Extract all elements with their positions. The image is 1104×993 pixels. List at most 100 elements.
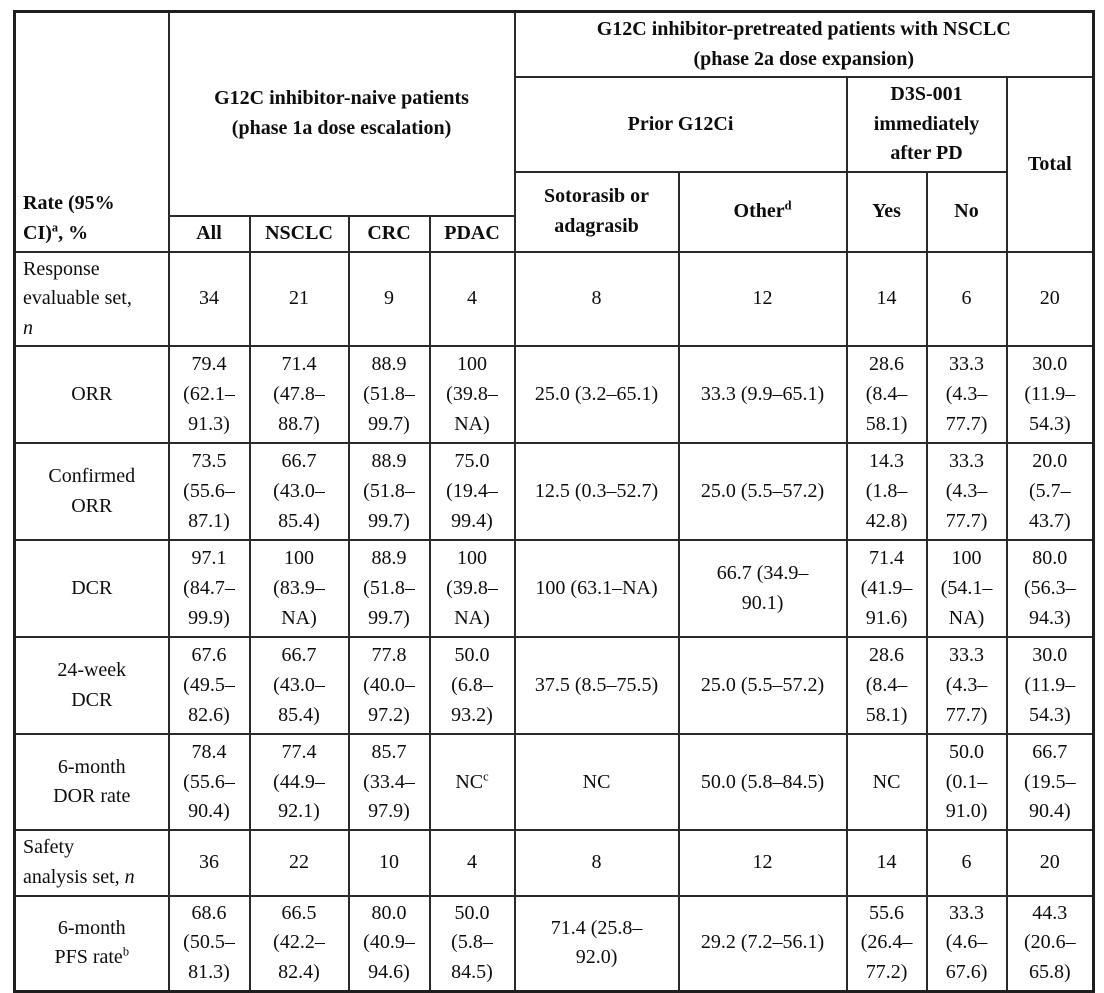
data-cell: 100 (39.8– NA) [428, 539, 516, 639]
data-cell: 14 [845, 250, 928, 348]
data-cell: 6 [925, 829, 1008, 897]
data-cell: 20.0 (5.7– 43.7) [1005, 442, 1095, 542]
data-cell: 10 [347, 829, 431, 897]
data-cell: 68.6 (50.5– 81.3) [167, 894, 251, 993]
pretreated-group-header: G12C inhibitor-pretreated patients with … [513, 10, 1095, 79]
row-label-6mo-pfs: 6-month PFS rateb [13, 894, 170, 993]
data-cell: 33.3 (4.3– 77.7) [925, 345, 1008, 445]
data-cell: 100 (39.8– NA) [428, 345, 516, 445]
prior-g12ci-header: Prior G12Ci [513, 76, 848, 173]
data-cell: 80.0 (56.3– 94.3) [1005, 539, 1095, 639]
nc-value: NC [455, 770, 484, 793]
row-label-dcr: DCR [13, 539, 170, 639]
row-label-text: Safety analysis set, [23, 836, 120, 888]
total-column-header: Total [1005, 76, 1095, 253]
data-cell: 12 [677, 250, 848, 348]
results-table: Rate (95% CI)a, % G12C inhibitor-naive p… [13, 10, 1096, 993]
data-cell: NC [513, 733, 680, 832]
data-cell: 21 [248, 250, 350, 348]
data-cell: 25.0 (3.2–65.1) [513, 345, 680, 445]
row-label-safety-set: Safety analysis set, n [13, 829, 170, 897]
data-cell: 25.0 (5.5–57.2) [677, 636, 848, 736]
row-label-orr: ORR [13, 345, 170, 445]
data-cell: 66.7 (34.9– 90.1) [677, 539, 848, 639]
data-cell: 66.7 (19.5– 90.4) [1005, 733, 1095, 832]
data-cell: 22 [248, 829, 350, 897]
pdac-column-header: PDAC [428, 214, 516, 253]
header-row-subgroups: Prior G12Ci D3S-001 immediately after PD… [15, 76, 1095, 253]
rate-header-cell: Rate (95% CI)a, % [13, 10, 170, 253]
data-cell: 44.3 (20.6– 65.8) [1005, 894, 1095, 993]
naive-group-header: G12C inhibitor-naive patients (phase 1a … [167, 10, 516, 217]
other-header-text: Other [733, 199, 785, 222]
data-cell: 80.0 (40.9– 94.6) [347, 894, 431, 993]
data-cell: 88.9 (51.8– 99.7) [347, 442, 431, 542]
data-cell: 30.0 (11.9– 54.3) [1005, 345, 1095, 445]
nc-footnote-c: c [483, 768, 489, 783]
data-cell: 28.6 (8.4– 58.1) [845, 636, 928, 736]
data-cell: 8 [513, 829, 680, 897]
data-cell: 97.1 (84.7– 99.9) [167, 539, 251, 639]
data-cell: 100 (83.9– NA) [248, 539, 350, 639]
data-cell: 29.2 (7.2–56.1) [677, 894, 848, 993]
data-cell: 77.8 (40.0– 97.2) [347, 636, 431, 736]
data-cell: 8 [513, 250, 680, 348]
d3s001-header: D3S-001 immediately after PD [845, 76, 1008, 173]
other-column-header: Otherd [677, 170, 848, 253]
data-cell-nc: NCc [428, 733, 516, 832]
row-label-italic-n: n [124, 865, 135, 888]
row-dcr: DCR 97.1 (84.7– 99.9) 100 (83.9– NA) 88.… [13, 539, 1095, 639]
data-cell: 100 (54.1– NA) [925, 539, 1008, 639]
row-label-response-set: Response evaluable set, n [13, 250, 170, 348]
data-cell: 25.0 (5.5–57.2) [677, 442, 848, 542]
rate-header-suffix: , % [58, 221, 89, 244]
data-cell: 88.9 (51.8– 99.7) [347, 539, 431, 639]
page: Rate (95% CI)a, % G12C inhibitor-naive p… [13, 10, 1096, 993]
data-cell: 12.5 (0.3–52.7) [513, 442, 680, 542]
row-label-italic-n: n [23, 316, 33, 339]
row-6mo-dor: 6-month DOR rate 78.4 (55.6– 90.4) 77.4 … [13, 733, 1095, 832]
rate-footnote-a: a [51, 220, 59, 235]
data-cell: 71.4 (47.8– 88.7) [248, 345, 350, 445]
data-cell: 36 [167, 829, 251, 897]
data-cell: 50.0 (5.8– 84.5) [428, 894, 516, 993]
data-cell: 30.0 (11.9– 54.3) [1005, 636, 1095, 736]
data-cell: 50.0 (5.8–84.5) [677, 733, 848, 832]
crc-column-header: CRC [347, 214, 431, 253]
data-cell: 37.5 (8.5–75.5) [513, 636, 680, 736]
row-label-text: 6-month PFS rate [54, 916, 126, 969]
all-column-header: All [167, 214, 251, 253]
data-cell: 4 [428, 829, 516, 897]
data-cell: 77.4 (44.9– 92.1) [248, 733, 350, 832]
data-cell: 28.6 (8.4– 58.1) [845, 345, 928, 445]
row-24wk-dcr: 24-week DCR 67.6 (49.5– 82.6) 66.7 (43.0… [13, 636, 1095, 736]
data-cell: 71.4 (25.8– 92.0) [513, 894, 680, 993]
data-cell: 50.0 (6.8– 93.2) [428, 636, 516, 736]
data-cell: 12 [677, 829, 848, 897]
row-safety-analysis-set: Safety analysis set, n 36 22 10 4 8 12 1… [13, 829, 1095, 897]
row-response-evaluable-set: Response evaluable set, n 34 21 9 4 8 12… [13, 250, 1095, 348]
data-cell: 50.0 (0.1– 91.0) [925, 733, 1008, 832]
data-cell: 79.4 (62.1– 91.3) [167, 345, 251, 445]
sotorasib-column-header: Sotorasib or adagrasib [513, 170, 680, 253]
row-label-6mo-dor: 6-month DOR rate [13, 733, 170, 832]
row-label-confirmed-orr: Confirmed ORR [13, 442, 170, 542]
data-cell: 66.5 (42.2– 82.4) [248, 894, 350, 993]
data-cell: 33.3 (9.9–65.1) [677, 345, 848, 445]
data-cell: 33.3 (4.3– 77.7) [925, 636, 1008, 736]
data-cell: 14 [845, 829, 928, 897]
pfs-footnote-b: b [122, 944, 130, 959]
yes-column-header: Yes [845, 170, 928, 253]
data-cell: 75.0 (19.4– 99.4) [428, 442, 516, 542]
row-confirmed-orr: Confirmed ORR 73.5 (55.6– 87.1) 66.7 (43… [13, 442, 1095, 542]
data-cell: 73.5 (55.6– 87.1) [167, 442, 251, 542]
data-cell: 33.3 (4.6– 67.6) [925, 894, 1008, 993]
data-cell: 66.7 (43.0– 85.4) [248, 442, 350, 542]
data-cell: 6 [925, 250, 1008, 348]
row-label-24wk-dcr: 24-week DCR [13, 636, 170, 736]
data-cell: 85.7 (33.4– 97.9) [347, 733, 431, 832]
header-row-naive-cols: All NSCLC CRC PDAC [15, 214, 1094, 253]
rate-header-text: Rate (95% CI) [23, 192, 115, 244]
data-cell: 34 [167, 250, 251, 348]
row-label-text: Response evaluable set, [23, 257, 132, 310]
